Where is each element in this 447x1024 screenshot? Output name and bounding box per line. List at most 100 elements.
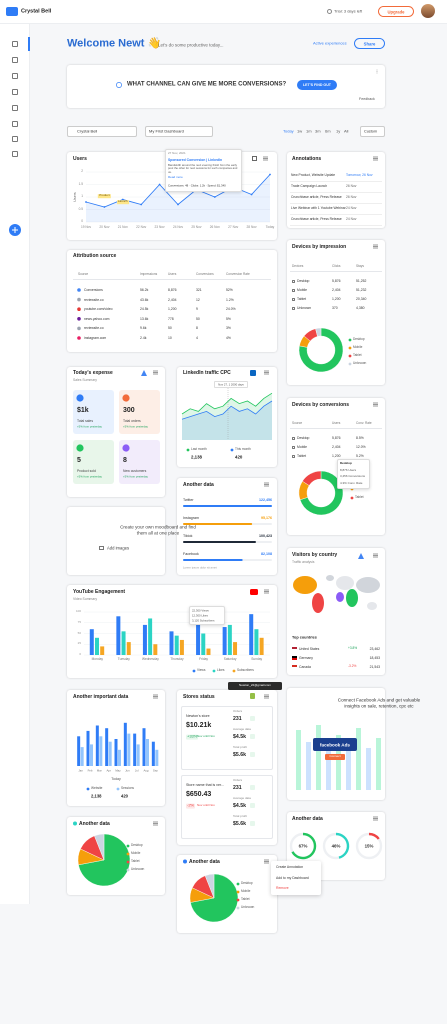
card-title: Another data bbox=[79, 821, 110, 827]
tooltip-line: 3,120 Subscribers bbox=[192, 617, 215, 622]
active-experiences[interactable]: Active experiences bbox=[313, 40, 347, 46]
nav-icon[interactable] bbox=[12, 151, 18, 157]
menu-item[interactable]: Add to my Dashboard bbox=[276, 875, 309, 880]
dashboard-select[interactable] bbox=[145, 126, 213, 137]
annotations-card bbox=[287, 152, 385, 228]
table-cell: 20,340 bbox=[356, 296, 367, 301]
custom-select[interactable] bbox=[360, 126, 385, 137]
legend-total: 2,138 bbox=[91, 793, 102, 799]
header-divider bbox=[290, 271, 382, 272]
table-cell: Tablet bbox=[297, 296, 307, 301]
table-cell: 2,404 bbox=[332, 444, 341, 449]
x-tick-label: 20 Nov bbox=[99, 225, 110, 230]
flag bbox=[292, 656, 297, 660]
table-cell: 2.4k bbox=[140, 335, 147, 340]
nav-icon[interactable] bbox=[12, 105, 18, 111]
brand: Crystal Bell bbox=[21, 8, 52, 15]
column-header: Stays bbox=[356, 264, 364, 269]
nav-icon[interactable] bbox=[12, 121, 18, 127]
custom-value[interactable]: Custom bbox=[364, 129, 378, 134]
period-label: Today bbox=[111, 776, 121, 781]
legend-label: Mobile bbox=[353, 345, 363, 350]
table-cell: 24.5k bbox=[140, 307, 149, 312]
tile-label: Total orders bbox=[123, 418, 141, 423]
menu-item[interactable]: Remove bbox=[276, 885, 289, 890]
tile-label: Total sales bbox=[77, 418, 94, 423]
add-images-button[interactable]: Add images bbox=[107, 545, 130, 551]
store-change: -2% bbox=[186, 802, 196, 809]
range-option[interactable]: 1y bbox=[336, 128, 341, 134]
store-box bbox=[181, 706, 273, 770]
share-button[interactable] bbox=[354, 38, 385, 49]
tooltip-text: Nov 27, 1 2000 days bbox=[218, 381, 244, 386]
range-option[interactable]: 1w bbox=[297, 128, 303, 134]
range-option[interactable]: 6m bbox=[325, 128, 331, 134]
account-select[interactable] bbox=[67, 126, 137, 137]
metric-value: $5.6k bbox=[233, 751, 246, 758]
nav-icon[interactable] bbox=[12, 73, 18, 79]
card-title: Devices by impression bbox=[292, 244, 347, 250]
row-divider bbox=[290, 181, 382, 182]
tooltip-link[interactable]: Read more bbox=[168, 175, 183, 180]
table-cell: 50 bbox=[196, 316, 200, 321]
range-option[interactable]: Today bbox=[283, 128, 294, 134]
logo bbox=[6, 7, 18, 16]
legend-label: Unknown bbox=[353, 361, 367, 366]
table-cell: Conversions bbox=[84, 287, 103, 292]
table-cell: 43.6k bbox=[140, 297, 149, 302]
annotation-name: Crunchbase article, Press Release bbox=[291, 195, 342, 200]
metric-value: 231 bbox=[233, 784, 242, 791]
dashboard-value[interactable]: My First Dashboard bbox=[149, 128, 184, 134]
find-out-button[interactable] bbox=[297, 80, 337, 90]
connect-button[interactable] bbox=[325, 754, 345, 760]
metric-label: Total profit bbox=[233, 745, 247, 750]
x-tick-label: Friday bbox=[199, 657, 208, 662]
nav-icon[interactable] bbox=[12, 89, 18, 95]
column-header: Conversion Rate bbox=[226, 272, 250, 277]
upgrade-button[interactable] bbox=[378, 6, 414, 17]
menu-item[interactable]: Create Annotation bbox=[276, 864, 304, 869]
range-option[interactable]: 1m bbox=[306, 128, 312, 134]
nav-icon[interactable] bbox=[12, 136, 18, 142]
table-cell: Desktop bbox=[297, 435, 310, 440]
legend-label: Unknown bbox=[241, 905, 255, 910]
nav-icon[interactable] bbox=[12, 41, 18, 47]
legend-label: Subscribers bbox=[237, 668, 254, 673]
legend-label: Tablet bbox=[241, 897, 250, 902]
table-cell: 4 bbox=[196, 335, 198, 340]
find-out-label[interactable]: LET'S FIND OUT bbox=[302, 82, 332, 87]
device-icon bbox=[292, 436, 295, 440]
tile-value: 8 bbox=[123, 456, 127, 464]
device-icon bbox=[292, 445, 295, 449]
upgrade-label[interactable]: Upgrade bbox=[387, 8, 405, 14]
account-value[interactable]: Crystal Bell bbox=[77, 128, 98, 134]
section-title: Top countries bbox=[292, 635, 317, 640]
table-cell: youtube.com/video bbox=[84, 307, 113, 312]
card-title: Annotations bbox=[292, 156, 322, 162]
card-title: Another important data bbox=[73, 694, 129, 700]
card-title: LinkedIn traffic CPC bbox=[183, 370, 231, 376]
annotation-date: 24 Nov bbox=[346, 206, 357, 211]
youtube-tooltip bbox=[189, 606, 225, 625]
range-option[interactable]: All bbox=[344, 128, 349, 134]
table-cell: Mobile bbox=[297, 444, 307, 449]
device-icon bbox=[292, 288, 295, 292]
avatar[interactable] bbox=[421, 4, 435, 18]
x-tick-label: 22 Nov bbox=[136, 225, 147, 230]
x-tick-label: 26 Nov bbox=[209, 225, 220, 230]
tooltip-text: Newton_22@gmail.com bbox=[239, 683, 271, 688]
card-title: Today's expense bbox=[73, 370, 113, 376]
country-change: -3.2% bbox=[348, 664, 357, 669]
legend-label: Mobile bbox=[131, 851, 141, 856]
table-cell: 5% bbox=[226, 316, 231, 321]
nav-icon[interactable] bbox=[12, 57, 18, 63]
feedback-link[interactable]: Feedback bbox=[359, 96, 375, 101]
row-divider bbox=[290, 225, 382, 226]
range-option[interactable]: 3m bbox=[315, 128, 321, 134]
tile-change: +5% from yesterday bbox=[123, 474, 148, 479]
table-cell: 370 bbox=[332, 305, 338, 310]
legend-label: Tablet bbox=[353, 353, 362, 358]
share-label[interactable]: Share bbox=[363, 40, 376, 46]
connect-label[interactable]: Connect bbox=[329, 754, 341, 759]
